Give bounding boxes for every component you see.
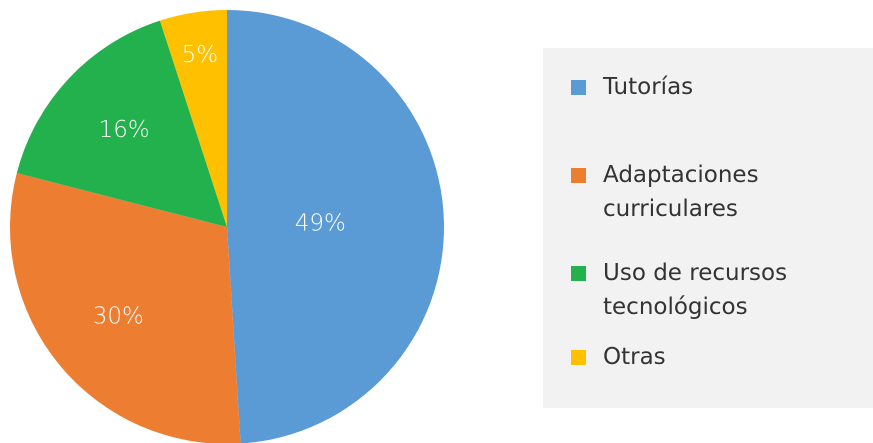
legend-item: Otras bbox=[571, 340, 843, 374]
pie-slice bbox=[227, 10, 445, 443]
legend-label: Otras bbox=[603, 344, 666, 370]
pie-slice bbox=[159, 10, 227, 227]
legend: Tutorías Adaptaciones curriculares Uso de … bbox=[543, 48, 873, 408]
legend-item: Adaptaciones curriculares bbox=[571, 158, 843, 226]
pie-area: 49% 30% 16% 5% bbox=[10, 10, 445, 443]
legend-swatch bbox=[571, 80, 586, 95]
legend-label: Adaptaciones curriculares bbox=[603, 162, 759, 222]
slice-label: 16% bbox=[99, 117, 150, 143]
pie-slice bbox=[16, 20, 227, 228]
slice-label: 49% bbox=[295, 211, 346, 237]
slice-label: 5% bbox=[182, 42, 219, 68]
legend-item: Uso de recursos tecnológicos bbox=[571, 256, 843, 324]
legend-label: Uso de recursos tecnológicos bbox=[603, 260, 788, 320]
legend-swatch bbox=[571, 350, 586, 365]
legend-label: Tutorías bbox=[603, 74, 694, 100]
pie-slice bbox=[10, 173, 241, 443]
legend-swatch bbox=[571, 266, 586, 281]
slice-label: 30% bbox=[93, 303, 144, 329]
legend-swatch bbox=[571, 168, 586, 183]
legend-item: Tutorías bbox=[571, 70, 843, 104]
